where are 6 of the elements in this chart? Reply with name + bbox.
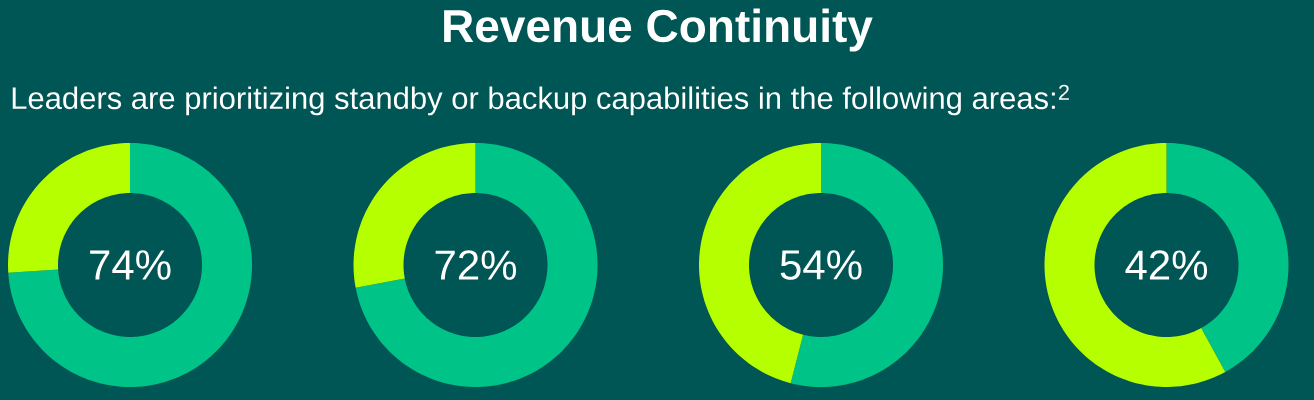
text: Leaders are prioritizing standby or backup capabilities in the following areas:$^{2}$ <box>12 84 1069 116</box>
text: 54% <box>780 250 862 280</box>
text: 42% <box>1125 250 1208 280</box>
text: 74% <box>90 250 171 280</box>
text: Revenue Continuity <box>444 8 873 52</box>
text: 72% <box>435 250 517 280</box>
